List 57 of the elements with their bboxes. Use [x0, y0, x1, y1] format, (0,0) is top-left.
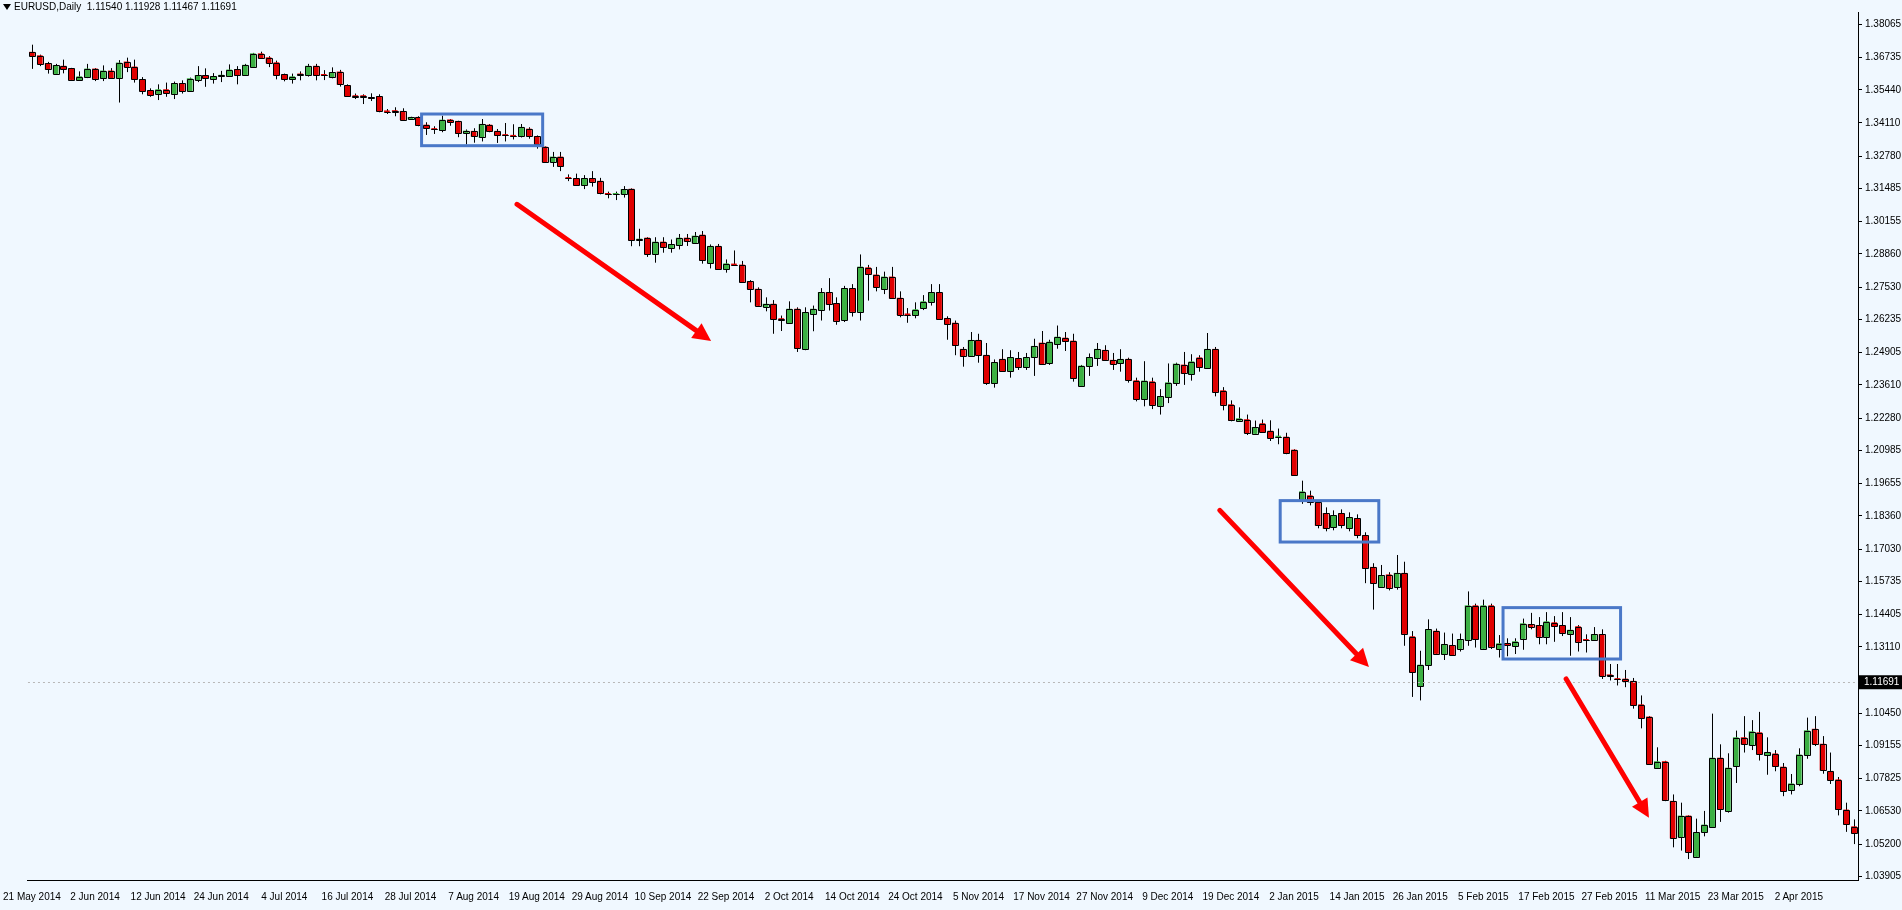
y-tick-label: 1.38065: [1865, 18, 1902, 30]
y-tick-label: 1.32780: [1865, 149, 1902, 161]
y-tick-label: 1.03905: [1865, 870, 1902, 882]
y-tick-label: 1.36735: [1865, 51, 1902, 63]
y-tick-label: 1.17030: [1865, 542, 1902, 554]
y-tick-label: 1.15735: [1865, 575, 1902, 587]
x-tick-label: 2 Oct 2014: [764, 890, 815, 902]
x-tick-label: 24 Oct 2014: [888, 890, 944, 902]
x-tick-label: 9 Dec 2014: [1142, 890, 1194, 902]
x-tick-label: 4 Jul 2014: [261, 890, 308, 902]
x-tick-label: 19 Dec 2014: [1202, 890, 1260, 902]
x-tick-label: 14 Jan 2015: [1329, 890, 1386, 902]
y-tick-label: 1.30155: [1865, 215, 1902, 227]
x-tick-label: 26 Jan 2015: [1392, 890, 1449, 902]
x-tick-label: 29 Aug 2014: [571, 890, 629, 902]
y-tick-label: 1.06530: [1865, 804, 1902, 816]
x-tick-label: 2 Jan 2015: [1269, 890, 1320, 902]
ref-line-label: 1.11691: [1864, 675, 1900, 687]
x-tick-label: 19 Aug 2014: [508, 890, 566, 902]
x-tick-label: 2 Jun 2014: [70, 890, 121, 902]
y-tick-label: 1.13110: [1865, 640, 1901, 652]
y-tick-label: 1.14405: [1865, 608, 1902, 620]
chart-title: EURUSD,Daily 1.11540 1.11928 1.11467 1.11691: [14, 0, 238, 12]
y-tick-label: 1.28860: [1865, 247, 1902, 259]
y-tick-label: 1.09155: [1865, 739, 1902, 751]
x-tick-label: 5 Nov 2014: [952, 890, 1005, 902]
y-tick-label: 1.18360: [1865, 509, 1902, 521]
y-tick-label: 1.34110: [1865, 116, 1901, 128]
y-tick-label: 1.19655: [1865, 477, 1902, 489]
x-tick-label: 17 Feb 2015: [1518, 890, 1575, 902]
y-tick-label: 1.31485: [1865, 182, 1902, 194]
x-tick-label: 16 Jul 2014: [321, 890, 374, 902]
x-tick-label: 28 Jul 2014: [384, 890, 437, 902]
y-tick-label: 1.22280: [1865, 411, 1902, 423]
x-tick-label: 14 Oct 2014: [825, 890, 880, 902]
y-tick-label: 1.05200: [1865, 837, 1902, 849]
x-tick-label: 24 Jun 2014: [193, 890, 250, 902]
x-tick-label: 2 Apr 2015: [1774, 890, 1824, 902]
x-tick-label: 17 Nov 2014: [1013, 890, 1071, 902]
x-tick-label: 10 Sep 2014: [634, 890, 692, 902]
x-tick-label: 7 Aug 2014: [448, 890, 500, 902]
x-tick-label: 27 Feb 2015: [1581, 890, 1639, 902]
x-tick-label: 12 Jun 2014: [130, 890, 187, 902]
y-tick-label: 1.10450: [1865, 706, 1902, 718]
x-tick-label: 21 May 2014: [2, 890, 62, 902]
x-tick-label: 22 Sep 2014: [697, 890, 755, 902]
y-tick-label: 1.27530: [1865, 280, 1902, 292]
y-tick-label: 1.24905: [1865, 346, 1902, 358]
y-tick-label: 1.07825: [1865, 772, 1902, 784]
x-tick-label: 23 Mar 2015: [1707, 890, 1765, 902]
y-tick-label: 1.35440: [1865, 83, 1902, 95]
y-tick-label: 1.26235: [1865, 313, 1902, 325]
y-tick-label: 1.20985: [1865, 444, 1902, 456]
x-tick-label: 5 Feb 2015: [1458, 890, 1510, 902]
y-tick-label: 1.23610: [1865, 378, 1902, 390]
x-tick-label: 27 Nov 2014: [1076, 890, 1134, 902]
x-tick-label: 11 Mar 2015: [1644, 890, 1701, 902]
